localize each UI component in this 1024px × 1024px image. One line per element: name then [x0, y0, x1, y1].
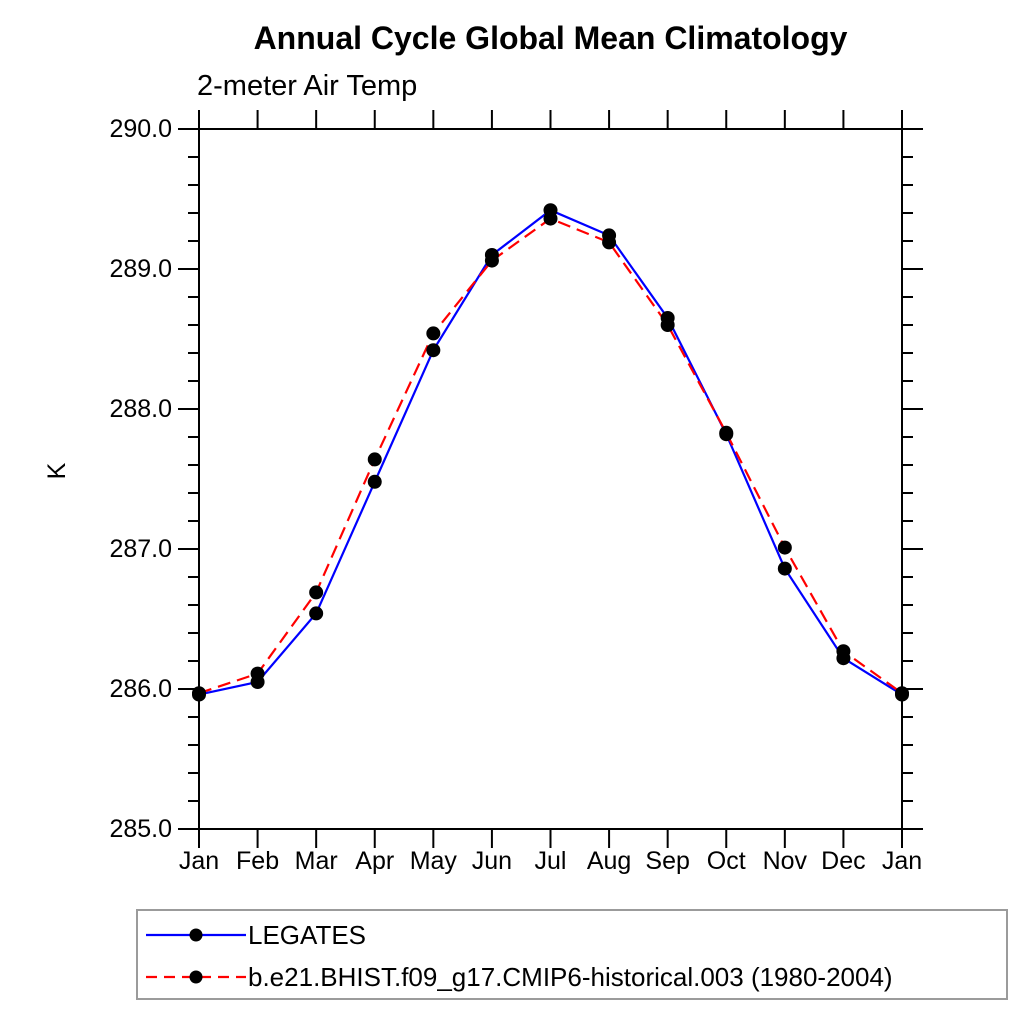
x-tick-label: Dec: [821, 847, 866, 875]
legend: LEGATES b.e21.BHIST.f09_g17.CMIP6-histor…: [136, 909, 1008, 1000]
x-tick-label: Jan: [881, 847, 923, 875]
x-tick-label: Nov: [762, 847, 808, 875]
y-tick-label: 285.0: [109, 815, 172, 843]
legend-line-marker-sample: [146, 969, 246, 985]
y-tick-label: 290.0: [109, 115, 172, 143]
x-tick-label: Jun: [471, 847, 513, 875]
x-tick-label: Mar: [294, 847, 338, 875]
legend-label: b.e21.BHIST.f09_g17.CMIP6-historical.003…: [248, 961, 893, 992]
legend-line-marker-sample: [146, 927, 246, 943]
y-tick-label: 287.0: [109, 535, 172, 563]
y-tick-label: 288.0: [109, 395, 172, 423]
x-tick-label: Jul: [534, 847, 567, 875]
legend-entry: LEGATES: [146, 914, 366, 956]
x-tick-label: Apr: [355, 847, 395, 875]
chart-title: Annual Cycle Global Mean Climatology: [253, 20, 848, 56]
chart-subtitle: 2-meter Air Temp: [197, 70, 418, 102]
y-tick-label: 286.0: [109, 675, 172, 703]
y-axis-label: K: [43, 462, 71, 480]
x-tick-label: Feb: [236, 847, 280, 875]
legend-label: LEGATES: [248, 919, 367, 950]
legend-entry: b.e21.BHIST.f09_g17.CMIP6-historical.003…: [146, 956, 893, 998]
x-tick-label: Aug: [586, 847, 632, 875]
x-tick-label: Oct: [706, 847, 746, 875]
x-tick-label: Sep: [645, 847, 690, 875]
x-tick-label: Jan: [178, 847, 220, 875]
x-tick-label: May: [409, 847, 457, 875]
y-tick-label: 289.0: [109, 255, 172, 283]
